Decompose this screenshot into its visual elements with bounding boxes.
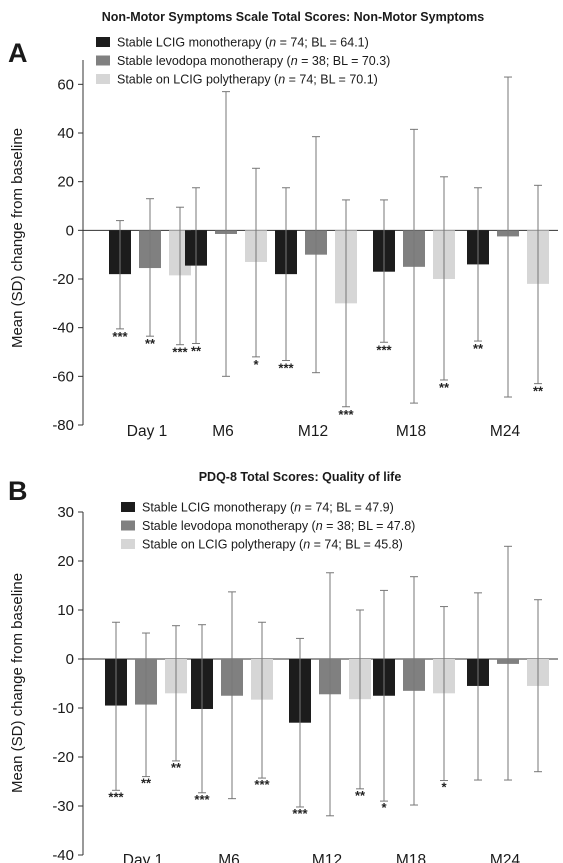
x-category-label-b-1: M6 <box>218 852 240 863</box>
y-tick-label-a-2: -40 <box>52 320 74 337</box>
y-tick-label-b-0: -40 <box>52 847 74 863</box>
y-tick-label-a-3: -20 <box>52 271 74 288</box>
significance-mark-a-0-1: ** <box>191 343 202 358</box>
x-category-label-b-0: Day 1 <box>123 852 164 863</box>
legend-label-a-0: Stable LCIG monotherapy (n = 74; BL = 64… <box>117 36 369 50</box>
y-tick-label-a-4: 0 <box>66 222 74 239</box>
x-category-label-a-0: Day 1 <box>127 423 168 440</box>
significance-mark-b-2-2: ** <box>355 788 366 803</box>
y-tick-label-a-6: 40 <box>57 125 74 142</box>
y-tick-label-b-6: 20 <box>57 553 74 570</box>
significance-mark-a-0-3: *** <box>376 342 392 357</box>
significance-mark-a-0-4: ** <box>473 341 484 356</box>
y-tick-label-b-3: -10 <box>52 700 74 717</box>
significance-mark-b-0-2: *** <box>292 806 308 821</box>
x-category-label-b-2: M12 <box>312 852 342 863</box>
chart-title-b: PDQ-8 Total Scores: Quality of life <box>199 470 402 484</box>
significance-mark-a-0-0: *** <box>112 329 128 344</box>
x-category-label-a-4: M24 <box>490 423 521 440</box>
significance-mark-a-2-1: * <box>253 357 259 372</box>
legend-label-b-1: Stable levodopa monotherapy (n = 38; BL … <box>142 519 415 533</box>
significance-mark-a-1-0: ** <box>145 336 156 351</box>
x-category-label-b-4: M24 <box>490 852 521 863</box>
legend-label-a-1: Stable levodopa monotherapy (n = 38; BL … <box>117 54 390 68</box>
significance-mark-b-0-3: * <box>381 800 387 815</box>
significance-mark-a-2-0: *** <box>172 345 188 360</box>
significance-mark-a-0-2: *** <box>278 361 294 376</box>
y-tick-label-b-4: 0 <box>66 651 74 668</box>
legend-swatch-a-0 <box>96 37 110 47</box>
chart-title-a: Non-Motor Symptoms Scale Total Scores: N… <box>102 10 484 24</box>
legend-swatch-b-1 <box>121 520 135 531</box>
y-tick-label-a-1: -60 <box>52 368 74 385</box>
significance-mark-b-1-0: ** <box>141 776 152 791</box>
significance-mark-a-2-2: *** <box>338 407 354 422</box>
x-category-label-a-3: M18 <box>396 423 426 440</box>
chart-panel-a: Non-Motor Symptoms Scale Total Scores: N… <box>8 10 558 440</box>
y-axis-label-a: Mean (SD) change from baseline <box>9 128 26 348</box>
y-tick-label-a-5: 20 <box>57 174 74 191</box>
legend-swatch-b-0 <box>121 502 135 512</box>
significance-mark-b-2-1: *** <box>254 777 270 792</box>
y-axis-label-b: Mean (SD) change from baseline <box>9 573 26 793</box>
legend-swatch-b-2 <box>121 539 135 549</box>
y-tick-label-b-1: -30 <box>52 798 74 815</box>
legend-label-b-0: Stable LCIG monotherapy (n = 74; BL = 47… <box>142 501 394 515</box>
legend-swatch-a-1 <box>96 55 110 66</box>
x-category-label-a-1: M6 <box>212 423 234 440</box>
significance-mark-b-2-3: * <box>441 780 447 795</box>
legend-swatch-a-2 <box>96 74 110 84</box>
significance-mark-a-2-4: ** <box>533 384 544 399</box>
panel-letter-b: B <box>8 476 28 506</box>
significance-mark-a-2-3: ** <box>439 380 450 395</box>
significance-mark-b-2-0: ** <box>171 760 182 775</box>
x-category-label-b-3: M18 <box>396 852 426 863</box>
x-category-label-a-2: M12 <box>298 423 328 440</box>
panel-letter-a: A <box>8 38 28 68</box>
y-tick-label-b-2: -20 <box>52 749 74 766</box>
y-tick-label-a-0: -80 <box>52 417 74 434</box>
chart-panel-b: PDQ-8 Total Scores: Quality of life B Stab… <box>8 470 558 863</box>
significance-mark-b-0-1: *** <box>194 792 210 807</box>
y-tick-label-b-5: 10 <box>57 602 74 619</box>
y-tick-label-a-7: 60 <box>57 76 74 93</box>
legend-label-a-2: Stable on LCIG polytherapy (n = 74; BL =… <box>117 73 378 87</box>
y-tick-label-b-7: 30 <box>57 504 74 521</box>
significance-mark-b-0-0: *** <box>108 789 124 804</box>
legend-label-b-2: Stable on LCIG polytherapy (n = 74; BL =… <box>142 538 403 552</box>
